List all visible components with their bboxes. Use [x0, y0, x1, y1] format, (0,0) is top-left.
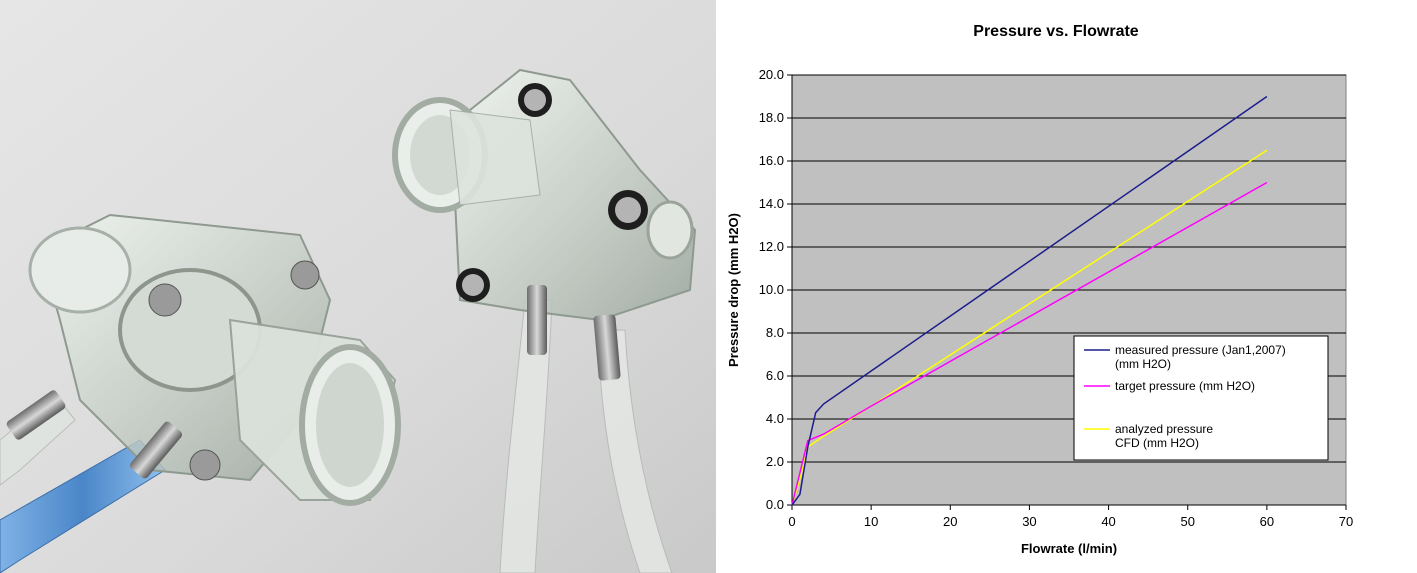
x-tick-label: 40	[1101, 514, 1115, 529]
y-tick-label: 0.0	[766, 497, 784, 512]
hex-nut-1	[148, 283, 182, 317]
y-tick-label: 2.0	[766, 454, 784, 469]
pressure-flowrate-chart: Pressure vs. Flowrate 0.0 2.0 4.0 6.0 8.0 10.…	[716, 0, 1417, 573]
x-tick-label: 30	[1022, 514, 1036, 529]
y-tick-label: 14.0	[759, 196, 784, 211]
gridlines	[792, 74, 1346, 463]
x-axis-title: Flowrate (l/min)	[1021, 541, 1117, 556]
product-photo	[0, 0, 716, 573]
left-fitting	[6, 213, 401, 506]
series-line-1	[791, 95, 1268, 506]
x-tick-label: 10	[864, 514, 878, 529]
x-tick-label: 20	[943, 514, 957, 529]
metal-barb-3	[527, 285, 547, 355]
series-lines	[791, 95, 1268, 506]
blue-tube	[0, 439, 166, 573]
left-fitting-inlet	[28, 226, 132, 314]
y-tick-label: 10.0	[759, 282, 784, 297]
x-tick-label: 0	[788, 514, 795, 529]
hex-nut-2	[290, 260, 320, 290]
metal-barb-1	[6, 390, 66, 440]
series-line-2	[791, 181, 1268, 506]
y-axis-ticks: 0.0 2.0 4.0 6.0 8.0 10.0 12.0 14.0 16.0 18.0 20.0	[759, 67, 792, 512]
clear-tube-right-1	[499, 299, 553, 573]
x-tick-label: 70	[1339, 514, 1353, 529]
hex-nut-3	[189, 449, 221, 481]
metal-barb-4	[593, 314, 621, 381]
legend-box	[1073, 335, 1329, 461]
series-line-3	[791, 149, 1268, 506]
y-tick-label: 20.0	[759, 67, 784, 82]
legend-label-2: target pressure (mm H2O)	[1115, 379, 1255, 393]
clear-tube-right-2	[597, 329, 673, 573]
x-axis-ticks: 0 10 20 30 40 50 60 70	[788, 505, 1353, 529]
y-tick-label: 12.0	[759, 239, 784, 254]
y-tick-label: 8.0	[766, 325, 784, 340]
legend-label-3: analyzed pressure	[1115, 422, 1213, 436]
metal-barb-2	[129, 421, 183, 479]
x-tick-label: 60	[1260, 514, 1274, 529]
x-tick-label: 50	[1180, 514, 1194, 529]
y-axis-title: Pressure drop (mm H2O)	[726, 213, 741, 367]
y-tick-label: 6.0	[766, 368, 784, 383]
y-tick-label: 18.0	[759, 110, 784, 125]
chart-title: Pressure vs. Flowrate	[973, 23, 1139, 40]
right-fitting	[392, 68, 697, 381]
legend: measured pressure (Jan1,2007)(mm H2O) tar…	[1073, 335, 1329, 461]
y-tick-label: 16.0	[759, 153, 784, 168]
legend-label-1: measured pressure (Jan1,2007)	[1115, 343, 1286, 357]
legend-label-1: (mm H2O)	[1115, 357, 1171, 371]
y-tick-label: 4.0	[766, 411, 784, 426]
legend-label-3: CFD (mm H2O)	[1115, 436, 1199, 450]
